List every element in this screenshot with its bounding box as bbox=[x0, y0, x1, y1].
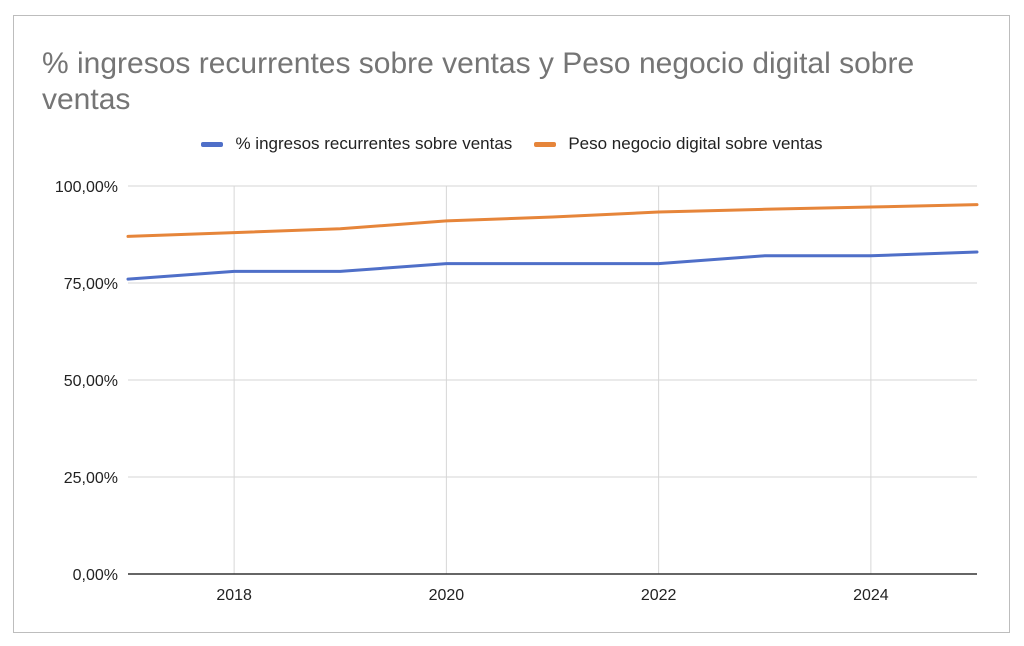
legend-swatch-series-2 bbox=[534, 141, 557, 147]
y-tick-label: 100,00% bbox=[55, 179, 118, 196]
x-tick-label: 2022 bbox=[641, 587, 677, 604]
x-tick-label: 2024 bbox=[853, 587, 889, 604]
legend-label-series-2: Peso negocio digital sobre ventas bbox=[568, 134, 823, 153]
legend-item-series-1[interactable]: % ingresos recurrentes sobre ventas bbox=[201, 134, 512, 154]
series-line-2 bbox=[126, 203, 979, 238]
y-tick-label: 25,00% bbox=[64, 470, 118, 487]
y-tick-label: 75,00% bbox=[64, 276, 118, 293]
y-tick-label: 50,00% bbox=[64, 373, 118, 390]
series-line-1 bbox=[126, 250, 979, 281]
x-tick-label: 2018 bbox=[216, 587, 252, 604]
x-tick-label: 2020 bbox=[429, 587, 465, 604]
y-tick-label: 0,00% bbox=[73, 567, 118, 584]
chart-frame bbox=[13, 15, 1010, 633]
legend-swatch-series-1 bbox=[201, 141, 224, 147]
chart-legend: % ingresos recurrentes sobre ventas Peso… bbox=[0, 134, 1024, 154]
legend-item-series-2[interactable]: Peso negocio digital sobre ventas bbox=[534, 134, 823, 154]
chart-title: % ingresos recurrentes sobre ventas y Pe… bbox=[42, 47, 915, 116]
legend-label-series-1: % ingresos recurrentes sobre ventas bbox=[235, 134, 513, 153]
